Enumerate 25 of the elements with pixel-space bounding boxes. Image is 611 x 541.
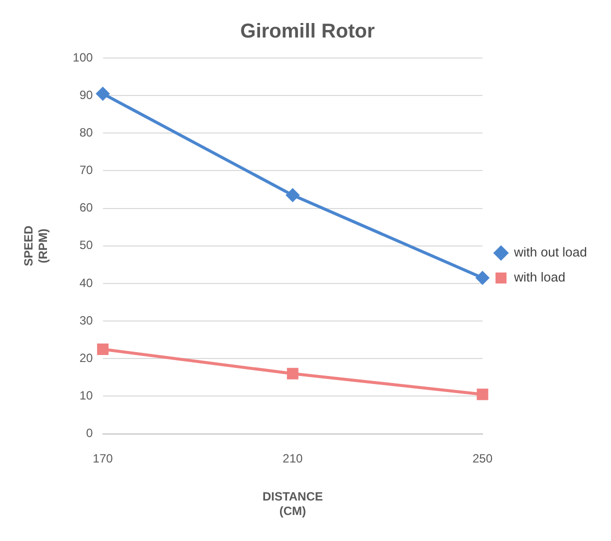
point (476, 271, 490, 284)
x-tick-label: 170 (92, 451, 114, 466)
y-tick-label: 100 (72, 50, 94, 64)
y-tick-label: 70 (79, 163, 94, 178)
point (96, 87, 110, 100)
x-tick-label: 250 (472, 451, 493, 466)
y-tick-label: 10 (79, 388, 94, 403)
legend-label: with out load (513, 244, 588, 260)
point (286, 368, 298, 380)
x-tick-label: 210 (282, 451, 303, 466)
legend-label: with load (513, 270, 566, 285)
y-tick-label: 50 (79, 238, 94, 252)
chart-title: Giromill Rotor (240, 20, 375, 43)
x-axis-title: DISTANCE (CM) (262, 490, 323, 518)
y-tick-label: 0 (86, 426, 94, 440)
y-tick-label: 40 (79, 276, 94, 290)
point (476, 388, 488, 400)
point (286, 188, 300, 202)
y-axis-title: SPEED (RPM) (22, 225, 50, 266)
y-tick-label: 30 (79, 313, 94, 328)
y-tick-label: 60 (79, 200, 94, 215)
y-tick-label: 90 (79, 88, 94, 102)
point (97, 344, 109, 355)
y-tick-label: 80 (79, 125, 94, 140)
y-tick-label: 20 (79, 350, 94, 365)
